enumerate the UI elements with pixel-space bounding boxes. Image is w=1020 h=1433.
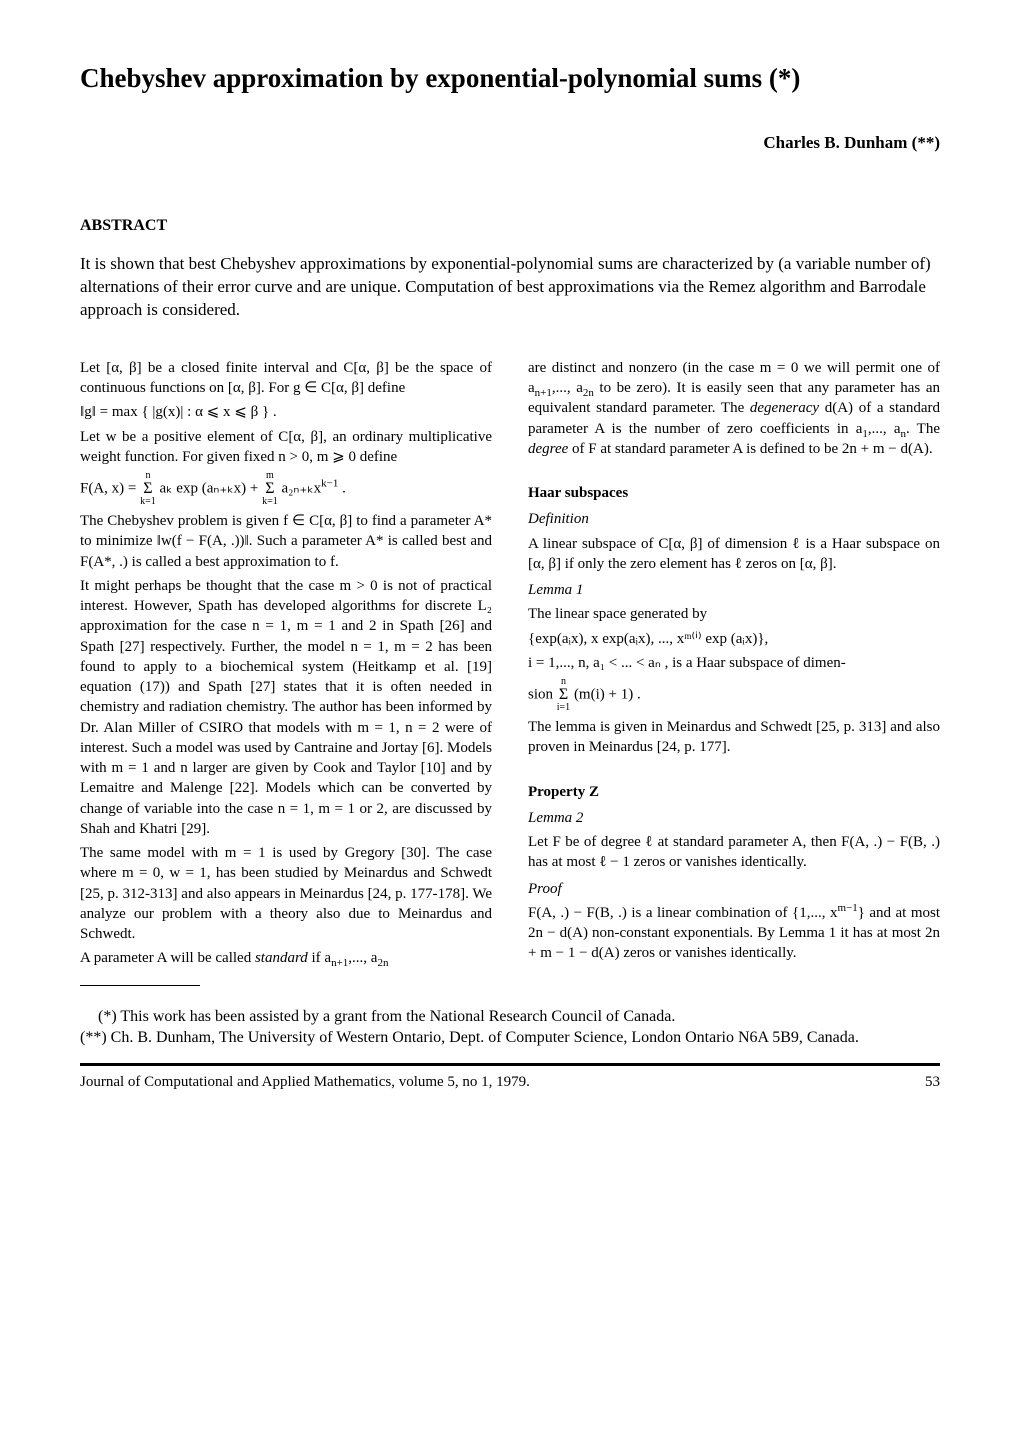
left-column: Let [α, β] be a closed finite interval a…	[80, 358, 492, 973]
body-columns: Let [α, β] be a closed finite interval a…	[80, 358, 940, 973]
formula: sion nΣi=1 (m(i) + 1) .	[528, 677, 940, 713]
superscript: k−1	[321, 477, 338, 489]
right-column: are distinct and nonzero (in the case m …	[528, 358, 940, 973]
lemma-heading: Lemma 2	[528, 808, 940, 828]
formula-part: aₖ exp (aₙ₊ₖx) +	[156, 480, 262, 496]
formula-part: F(A, x) =	[80, 480, 140, 496]
proof-heading: Proof	[528, 879, 940, 899]
body-text: The same model with m = 1 is used by Gre…	[80, 843, 492, 944]
abstract-heading: ABSTRACT	[80, 215, 940, 237]
body-text: The linear space generated by	[528, 604, 940, 624]
footnote: (**) Ch. B. Dunham, The University of We…	[80, 1027, 940, 1049]
subheading: Definition	[528, 509, 940, 529]
body-text: A parameter A will be called standard if…	[80, 948, 492, 968]
lemma-heading: Lemma 1	[528, 580, 940, 600]
journal-rule	[80, 1063, 940, 1066]
paper-title: Chebyshev approximation by exponential-p…	[80, 60, 940, 96]
paper-author: Charles B. Dunham (**)	[80, 132, 940, 155]
formula-part: sion	[528, 686, 557, 702]
body-text: i = 1,..., n, a₁ < ... < aₙ , is a Haar …	[528, 653, 940, 673]
body-text: The Chebyshev problem is given f ∈ C[α, …	[80, 511, 492, 572]
formula-part: .	[338, 480, 346, 496]
formula-part: a₂ₙ₊ₖx	[278, 480, 321, 496]
body-text: F(A, .) − F(B, .) is a linear combinatio…	[528, 903, 940, 964]
footnote: (*) This work has been assisted by a gra…	[80, 1006, 940, 1028]
formula-part: (m(i) + 1) .	[570, 686, 641, 702]
page-number: 53	[925, 1072, 940, 1092]
body-text: It might perhaps be thought that the cas…	[80, 576, 492, 839]
footnotes: (*) This work has been assisted by a gra…	[80, 1006, 940, 1049]
formula: F(A, x) = nΣk=1 aₖ exp (aₙ₊ₖx) + mΣk=1 a…	[80, 471, 492, 507]
formula: ‖g‖ = max { |g(x)| : α ⩽ x ⩽ β } .	[80, 402, 492, 422]
journal-name: Journal of Computational and Applied Mat…	[80, 1072, 530, 1092]
body-text: The lemma is given in Meinardus and Schw…	[528, 717, 940, 758]
sigma-sum: nΣk=1	[140, 471, 156, 507]
abstract-text: It is shown that best Chebyshev approxim…	[80, 253, 940, 322]
journal-footer: Journal of Computational and Applied Mat…	[80, 1072, 940, 1092]
body-text: Let [α, β] be a closed finite interval a…	[80, 358, 492, 399]
body-text: A linear subspace of C[α, β] of dimensio…	[528, 534, 940, 575]
sigma-sum: mΣk=1	[262, 471, 278, 507]
body-text: Let w be a positive element of C[α, β], …	[80, 427, 492, 468]
formula: {exp(aᵢx), x exp(aᵢx), ..., xᵐ⁽ⁱ⁾ exp (a…	[528, 629, 940, 649]
sigma-sum: nΣi=1	[557, 677, 570, 713]
footnote-rule	[80, 985, 200, 986]
section-heading: Property Z	[528, 782, 940, 802]
body-text: are distinct and nonzero (in the case m …	[528, 358, 940, 459]
section-heading: Haar subspaces	[528, 483, 940, 503]
body-text: Let F be of degree ℓ at standard paramet…	[528, 832, 940, 873]
